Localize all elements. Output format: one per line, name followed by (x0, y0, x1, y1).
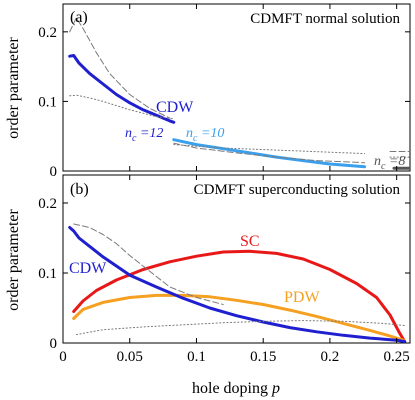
panel-a: 0 0.1 0.2 (a) CDMFT normal solution CDW nc… (38, 3, 411, 180)
series-line-cdw_nc10 (172, 138, 367, 169)
y-tick-label: 0 (50, 164, 58, 180)
y-axis-label: order parameter (5, 36, 22, 138)
series-line-dash_nc12 (69, 17, 171, 119)
x-tick-label: 0.05 (117, 349, 143, 365)
y-tick-label: 0.1 (38, 94, 57, 110)
panel-b-pdw-label: PDW (284, 289, 320, 306)
series-line-dotted (75, 320, 406, 336)
panel-b-y-ticks: 0 0.1 0.2 (38, 196, 410, 352)
y-tick-label: 0.2 (38, 25, 57, 41)
panel-a-label: (a) (70, 9, 88, 26)
y-tick-label: 0.2 (38, 196, 57, 212)
x-tick-label: 0.25 (384, 349, 410, 365)
x-tick-label: 0 (59, 349, 67, 365)
series-line-dot_nc12 (69, 94, 175, 120)
panel-b-cdw-label: CDW (69, 260, 107, 277)
series-line-SC (72, 249, 407, 343)
panel-b: 0 0.1 0.2 0 0.05 0.1 0.15 0.2 0.25 (b) CDMFT su… (38, 174, 411, 365)
panel-a-nc10-label: nc =10 (186, 126, 224, 144)
panel-b-x-ticks: 0 0.05 0.1 0.15 0.2 0.25 (59, 175, 410, 365)
x-tick-label: 0.15 (250, 349, 276, 365)
panel-a-cdw-label: CDW (156, 99, 194, 116)
panel-b-plot (68, 223, 407, 343)
panel-a-y-ticks: 0 0.1 0.2 (38, 4, 410, 180)
panel-a-plot (68, 17, 410, 170)
panel-b-sc-label: SC (240, 233, 260, 250)
x-axis-label: hole doping p (192, 380, 280, 397)
y-tick-label: 0 (50, 336, 58, 352)
series-line-CDW (68, 226, 407, 343)
series-line-dash_nc10 (173, 142, 366, 164)
series-line-PDW (72, 293, 405, 342)
panel-b-frame (62, 174, 411, 344)
panel-b-label: (b) (70, 181, 89, 198)
panel-b-title: CDMFT superconducting solution (194, 182, 401, 198)
y-axis-label-b: order parameter (5, 208, 22, 310)
x-tick-label: 0.2 (321, 349, 340, 365)
series-line-dot_nc10 (173, 144, 366, 155)
panel-a-nc12-label: nc =12 (125, 126, 163, 144)
panel-a-frame (62, 3, 411, 172)
y-tick-label: 0.1 (38, 266, 57, 282)
x-tick-label: 0.1 (187, 349, 206, 365)
panel-a-title: CDMFT normal solution (250, 11, 400, 27)
series-line-dashed (73, 223, 224, 305)
